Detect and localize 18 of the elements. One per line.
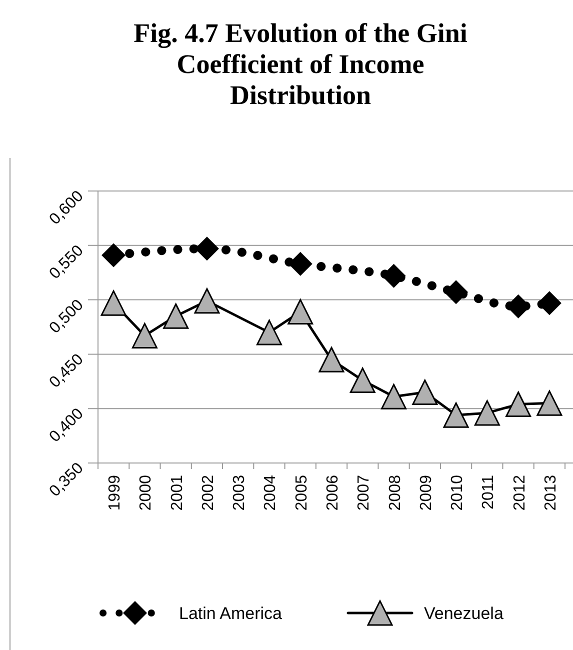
legend-label: Latin America	[179, 604, 283, 623]
x-tick-label: 2002	[200, 474, 217, 511]
x-tick-label: 2001	[168, 474, 186, 511]
x-tick-label: 2012	[511, 474, 528, 511]
x-tick-label: 2011	[480, 474, 498, 510]
x-tick-label: 2004	[262, 474, 280, 511]
x-tick-label: 2006	[324, 474, 342, 511]
x-tick-label: 2013	[542, 474, 560, 511]
x-tick-label: 2000	[138, 474, 155, 511]
x-tick-label: 2005	[293, 474, 310, 511]
x-tick-label: 2010	[449, 474, 466, 511]
x-tick-label: 2008	[386, 474, 404, 511]
x-tick-label: 2007	[356, 474, 373, 511]
x-tick-label: 2009	[418, 474, 435, 511]
x-tick-label: 1999	[106, 474, 124, 511]
legend-label: Venezuela	[424, 604, 504, 623]
x-tick-label: 2003	[231, 474, 248, 511]
chart-title: Fig. 4.7 Evolution of the Gini Coefficient of Income Distribution	[134, 18, 468, 110]
